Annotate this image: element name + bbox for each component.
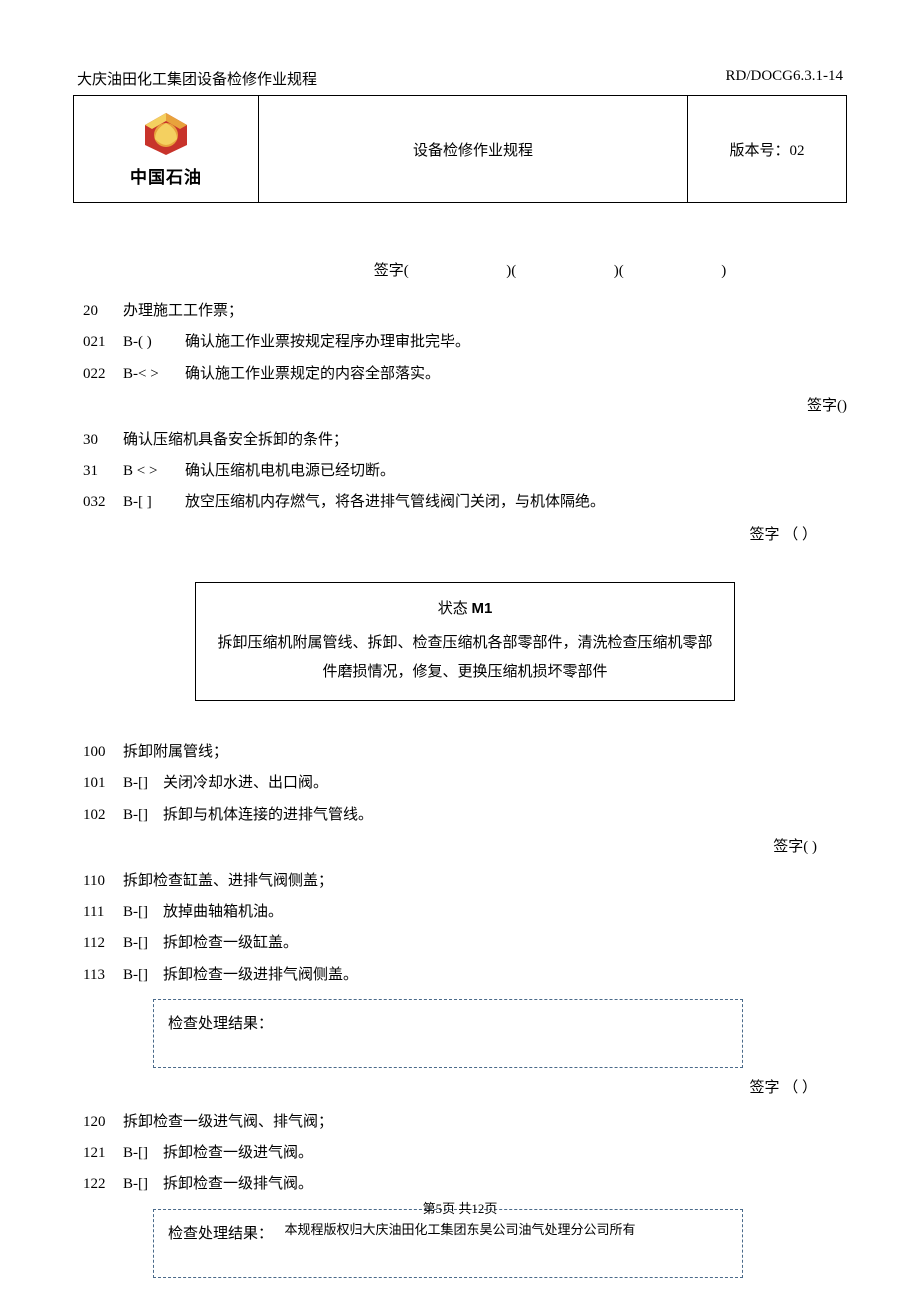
signature-line-top: 签字( )( )( ) [83, 259, 847, 280]
step-row: 111B-[]放掉曲轴箱机油。 [83, 901, 847, 924]
content-area: 签字( )( )( ) 20办理施工工作票； 021B-( )确认施工作业票按规… [73, 203, 847, 1278]
logo-cell: 中国石油 [74, 96, 259, 202]
step-row: 30确认压缩机具备安全拆卸的条件； [83, 429, 847, 452]
step-row: 121B-[]拆卸检查一级进气阀。 [83, 1142, 847, 1165]
step-row: 100拆卸附属管线； [83, 741, 847, 764]
section-30: 30确认压缩机具备安全拆卸的条件； 31B < >确认压缩机电机电源已经切断。 … [83, 429, 847, 515]
header-right: RD/DOCG6.3.1-14 [725, 68, 843, 89]
signature-c: 签字( ) [83, 835, 847, 856]
page-footer: 第5页 共12页 本规程版权归大庆油田化工集团东昊公司油气处理分公司所有 [0, 1199, 920, 1241]
state-title: 状态 M1 [214, 595, 716, 624]
step-row: 021B-( )确认施工作业票按规定程序办理审批完毕。 [83, 331, 847, 354]
step-row: 101B-[]关闭冷却水进、出口阀。 [83, 772, 847, 795]
signature-b: 签字 （ ） [83, 523, 847, 544]
state-description: 拆卸压缩机附属管线、拆卸、检查压缩机各部零部件，清洗检查压缩机零部件磨损情况，修… [214, 629, 716, 686]
state-m1-box: 状态 M1 拆卸压缩机附属管线、拆卸、检查压缩机各部零部件，清洗检查压缩机零部件… [195, 582, 735, 702]
petrochina-logo-icon [139, 111, 193, 157]
step-row: 122B-[]拆卸检查一级排气阀。 [83, 1173, 847, 1196]
step-row: 20办理施工工作票； [83, 300, 847, 323]
document-title: 设备检修作业规程 [259, 96, 688, 202]
section-110: 110拆卸检查缸盖、进排气阀侧盖； 111B-[]放掉曲轴箱机油。 112B-[… [83, 870, 847, 987]
step-row: 120拆卸检查一级进气阀、排气阀； [83, 1111, 847, 1134]
version-number: 版本号：02 [688, 96, 846, 202]
section-100: 100拆卸附属管线； 101B-[]关闭冷却水进、出口阀。 102B-[]拆卸与… [83, 741, 847, 827]
page-number: 第5页 共12页 [0, 1199, 920, 1220]
section-120: 120拆卸检查一级进气阀、排气阀； 121B-[]拆卸检查一级进气阀。 122B… [83, 1111, 847, 1197]
title-box: 中国石油 设备检修作业规程 版本号：02 [73, 95, 847, 203]
step-row: 113B-[]拆卸检查一级进排气阀侧盖。 [83, 964, 847, 987]
signature-a: 签字() [83, 394, 847, 415]
page-header-line: 大庆油田化工集团设备检修作业规程 RD/DOCG6.3.1-14 [73, 68, 847, 89]
inspection-result-box-1: 检查处理结果： [153, 999, 743, 1068]
result-label: 检查处理结果： [168, 1016, 273, 1032]
copyright: 本规程版权归大庆油田化工集团东昊公司油气处理分公司所有 [0, 1220, 920, 1241]
step-row: 022B-< >确认施工作业票规定的内容全部落实。 [83, 363, 847, 386]
step-row: 31B < >确认压缩机电机电源已经切断。 [83, 460, 847, 483]
logo-text: 中国石油 [130, 163, 202, 188]
step-row: 112B-[]拆卸检查一级缸盖。 [83, 932, 847, 955]
step-row: 032B-[ ]放空压缩机内存燃气，将各进排气管线阀门关闭，与机体隔绝。 [83, 491, 847, 514]
step-row: 102B-[]拆卸与机体连接的进排气管线。 [83, 804, 847, 827]
header-left: 大庆油田化工集团设备检修作业规程 [77, 68, 317, 89]
step-row: 110拆卸检查缸盖、进排气阀侧盖； [83, 870, 847, 893]
signature-d: 签字 （ ） [83, 1076, 847, 1097]
section-20: 20办理施工工作票； 021B-( )确认施工作业票按规定程序办理审批完毕。 0… [83, 300, 847, 386]
